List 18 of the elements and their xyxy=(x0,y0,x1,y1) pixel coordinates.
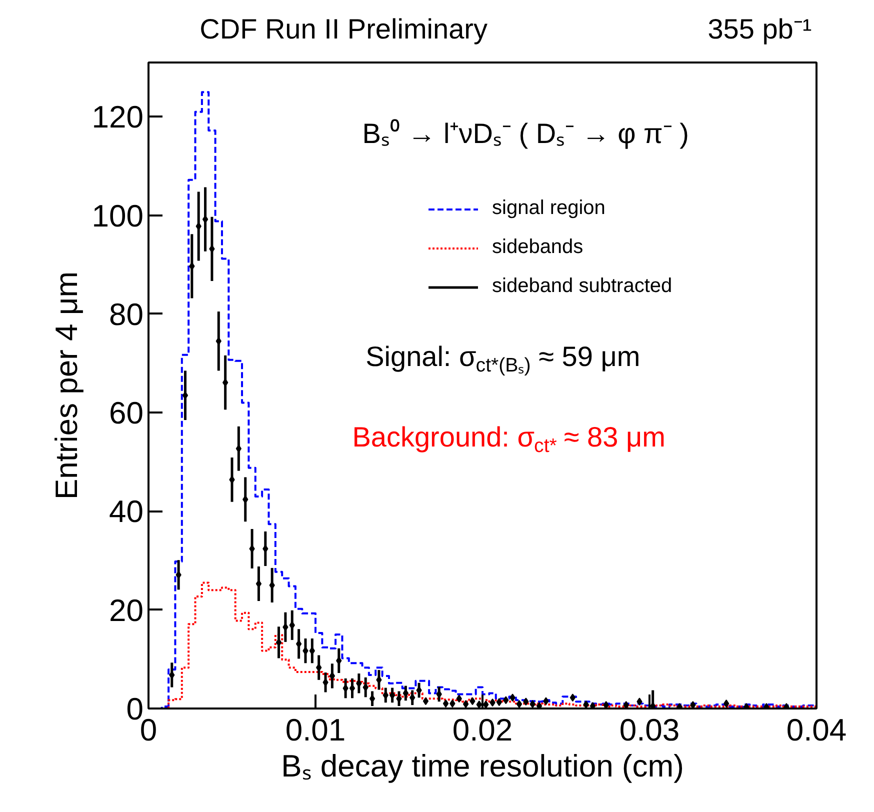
y-tick-label: 100 xyxy=(92,198,144,234)
x-tick-label: 0.02 xyxy=(452,712,513,748)
x-tick-label: 0.01 xyxy=(285,712,346,748)
x-axis-title: Bₛ decay time resolution (cm) xyxy=(281,748,684,784)
y-tick-label: 80 xyxy=(109,296,144,332)
annotation: Bₛ⁰ → l⁺νDₛ⁻ ( Dₛ⁻ → φ π⁻ ) xyxy=(362,118,689,150)
x-tick-label: 0.03 xyxy=(619,712,680,748)
legend-label: signal region xyxy=(492,197,606,220)
y-tick-label: 20 xyxy=(109,592,144,628)
y-tick-label: 120 xyxy=(92,100,144,135)
text: 355 pb⁻¹ xyxy=(708,14,812,44)
y-axis-title: Entries per 4 μm xyxy=(48,271,84,500)
y-tick-label: 60 xyxy=(109,396,144,431)
chart-title: CDF Run II Preliminary xyxy=(200,14,488,44)
x-tick-label: 0.04 xyxy=(786,712,847,748)
legend-label: sidebands xyxy=(492,236,584,259)
y-tick-label: 40 xyxy=(109,494,144,530)
legend-label: sideband subtracted xyxy=(492,275,672,298)
